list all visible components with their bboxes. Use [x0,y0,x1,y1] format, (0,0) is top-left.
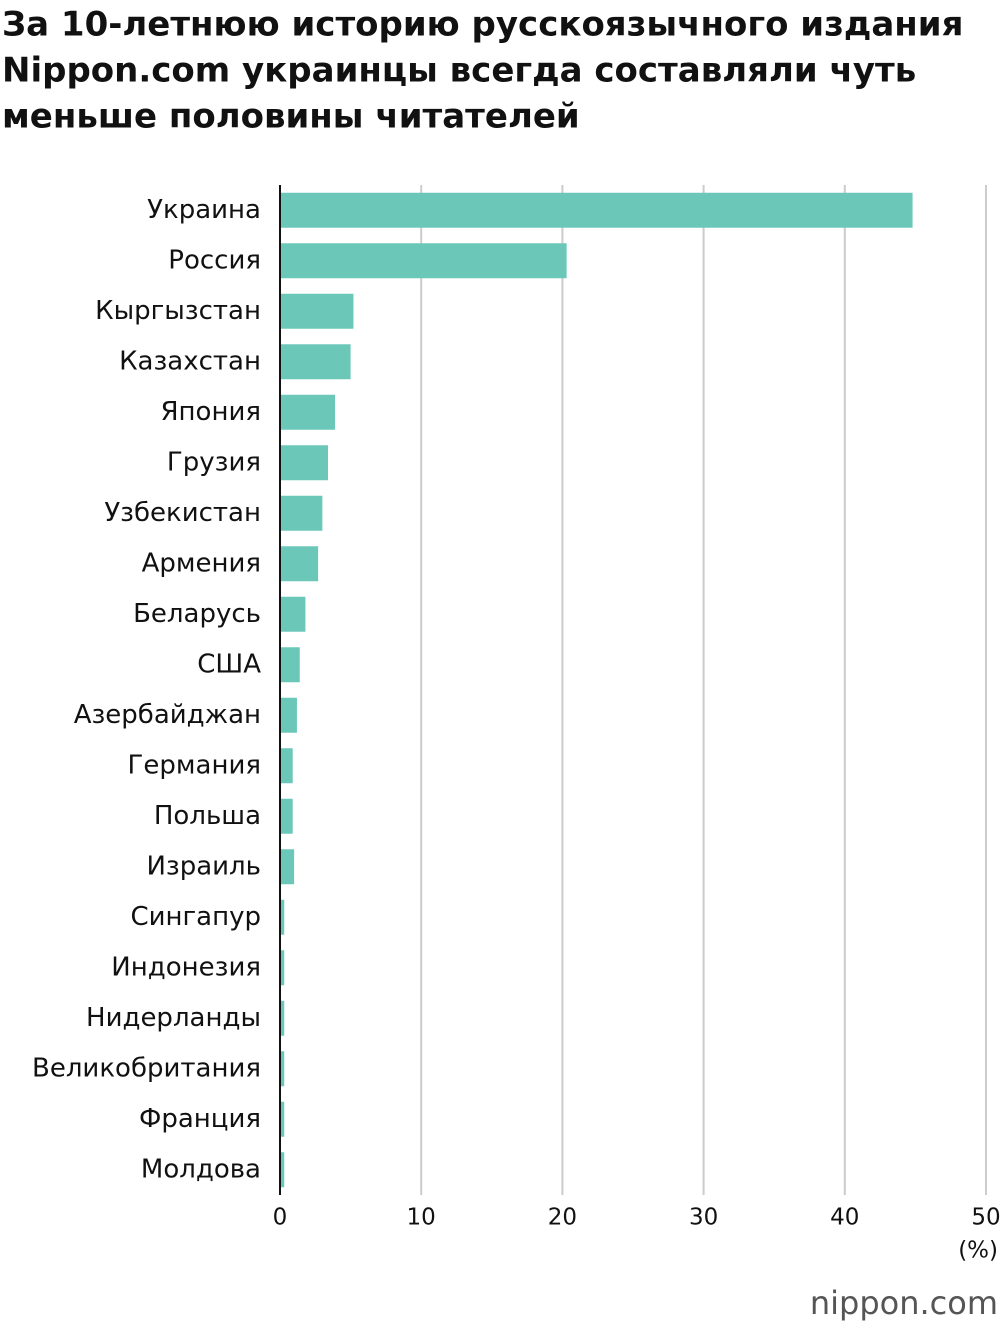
y-tick-label: Индонезия [111,952,261,982]
x-tick-label: 30 [689,1205,718,1231]
bar [280,344,351,380]
bar [280,899,285,935]
y-tick-label: Армения [142,548,261,578]
bar [280,748,293,784]
x-tick-label: 20 [548,1205,577,1231]
bar [280,293,354,329]
y-tick-label: Великобритания [32,1053,261,1083]
y-tick-label: Молдова [141,1154,261,1184]
chart-title: меньше половины читателей [2,97,580,137]
bar [280,445,329,481]
x-tick-label: 50 [971,1205,1000,1231]
bar [280,394,336,430]
chart-title: Nippon.com украинцы всегда составляли чу… [2,51,916,91]
bar [280,596,306,632]
bar [280,546,319,582]
y-tick-label: Узбекистан [104,498,261,528]
y-tick-label: Азербайджан [74,700,261,730]
logo: nippon.com [810,1284,998,1322]
y-tick-label: Израиль [146,851,261,881]
y-tick-label: Беларусь [133,599,261,629]
y-tick-label: Кыргызстан [95,296,261,326]
x-tick-label: 0 [273,1205,288,1231]
y-tick-label: Франция [139,1104,261,1134]
x-axis-label: (%) [958,1238,998,1264]
bar [280,1051,285,1087]
chart-title: За 10-летнюю историю русскоязычного изда… [2,5,963,45]
bar [280,495,323,531]
bar [280,849,295,885]
bar [280,192,913,228]
y-tick-label: Казахстан [119,346,261,376]
bar [280,1000,285,1036]
y-tick-label: Россия [168,245,261,275]
x-tick-label: 10 [407,1205,436,1231]
bar [280,798,293,834]
bar [280,647,300,683]
y-tick-label: Украина [147,195,261,225]
y-tick-label: США [197,649,261,679]
y-tick-label: Польша [154,801,261,831]
y-tick-label: Сингапур [130,902,261,932]
bar [280,243,567,279]
y-tick-label: Грузия [167,447,261,477]
bar [280,697,297,733]
bar [280,950,285,986]
y-tick-label: Германия [128,750,261,780]
bar [280,1152,285,1188]
x-tick-label: 40 [830,1205,859,1231]
bar [280,1101,285,1137]
y-tick-label: Япония [160,397,261,427]
y-tick-label: Нидерланды [86,1003,261,1033]
